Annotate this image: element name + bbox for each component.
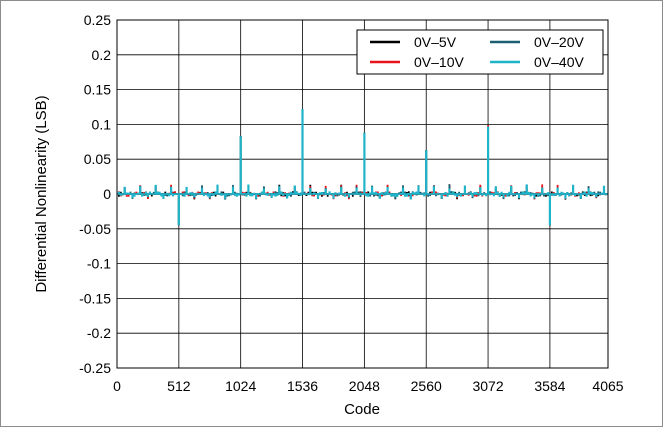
x-tick-label: 1024	[225, 378, 256, 394]
y-tick-label: -0.05	[79, 221, 111, 237]
x-tick-label: 3072	[472, 378, 503, 394]
y-tick-label: 0	[103, 186, 111, 202]
y-tick-label: 0.25	[84, 12, 111, 28]
y-tick-label: 0.15	[84, 82, 111, 98]
legend-box	[356, 29, 604, 75]
y-axis-label: Differential Nonlinearity (LSB)	[33, 95, 50, 292]
y-tick-label: -0.1	[87, 256, 111, 272]
y-tick-label: -0.25	[79, 360, 111, 376]
x-tick-label: 0	[113, 378, 121, 394]
x-tick-label: 2560	[411, 378, 442, 394]
y-tick-label: -0.15	[79, 290, 111, 306]
x-tick-label: 2048	[349, 378, 380, 394]
y-tick-label: 0.1	[92, 116, 112, 132]
plot-border	[116, 19, 609, 369]
legend-label-0v-20v: 0V–20V	[534, 34, 584, 50]
y-tick-label: 0.05	[84, 151, 111, 167]
legend-label-0v-10v: 0V–10V	[414, 54, 464, 70]
y-tick-label: -0.2	[87, 325, 111, 341]
legend-label-0v-40v: 0V–40V	[534, 54, 584, 70]
x-tick-label: 3584	[534, 378, 565, 394]
y-tick-labels: 0.25 0.2 0.15 0.1 0.05 0 -0.05 -0.1 -0.15 -0.2 -0.…	[79, 12, 111, 376]
x-tick-labels: 0 512 1024 1536 2048 2560 3072 3584 4065	[113, 378, 624, 394]
x-axis-label: Code	[344, 401, 380, 418]
legend: 0V–5V 0V–10V 0V–20V 0V–40V	[356, 29, 604, 75]
x-tick-label: 1536	[287, 378, 318, 394]
legend-label-0v-5v: 0V–5V	[414, 34, 457, 50]
x-tick-label: 512	[167, 378, 191, 394]
series-line-3	[117, 109, 608, 226]
series-group	[117, 109, 608, 226]
x-tick-label: 4065	[592, 378, 623, 394]
y-tick-label: 0.2	[92, 47, 112, 63]
